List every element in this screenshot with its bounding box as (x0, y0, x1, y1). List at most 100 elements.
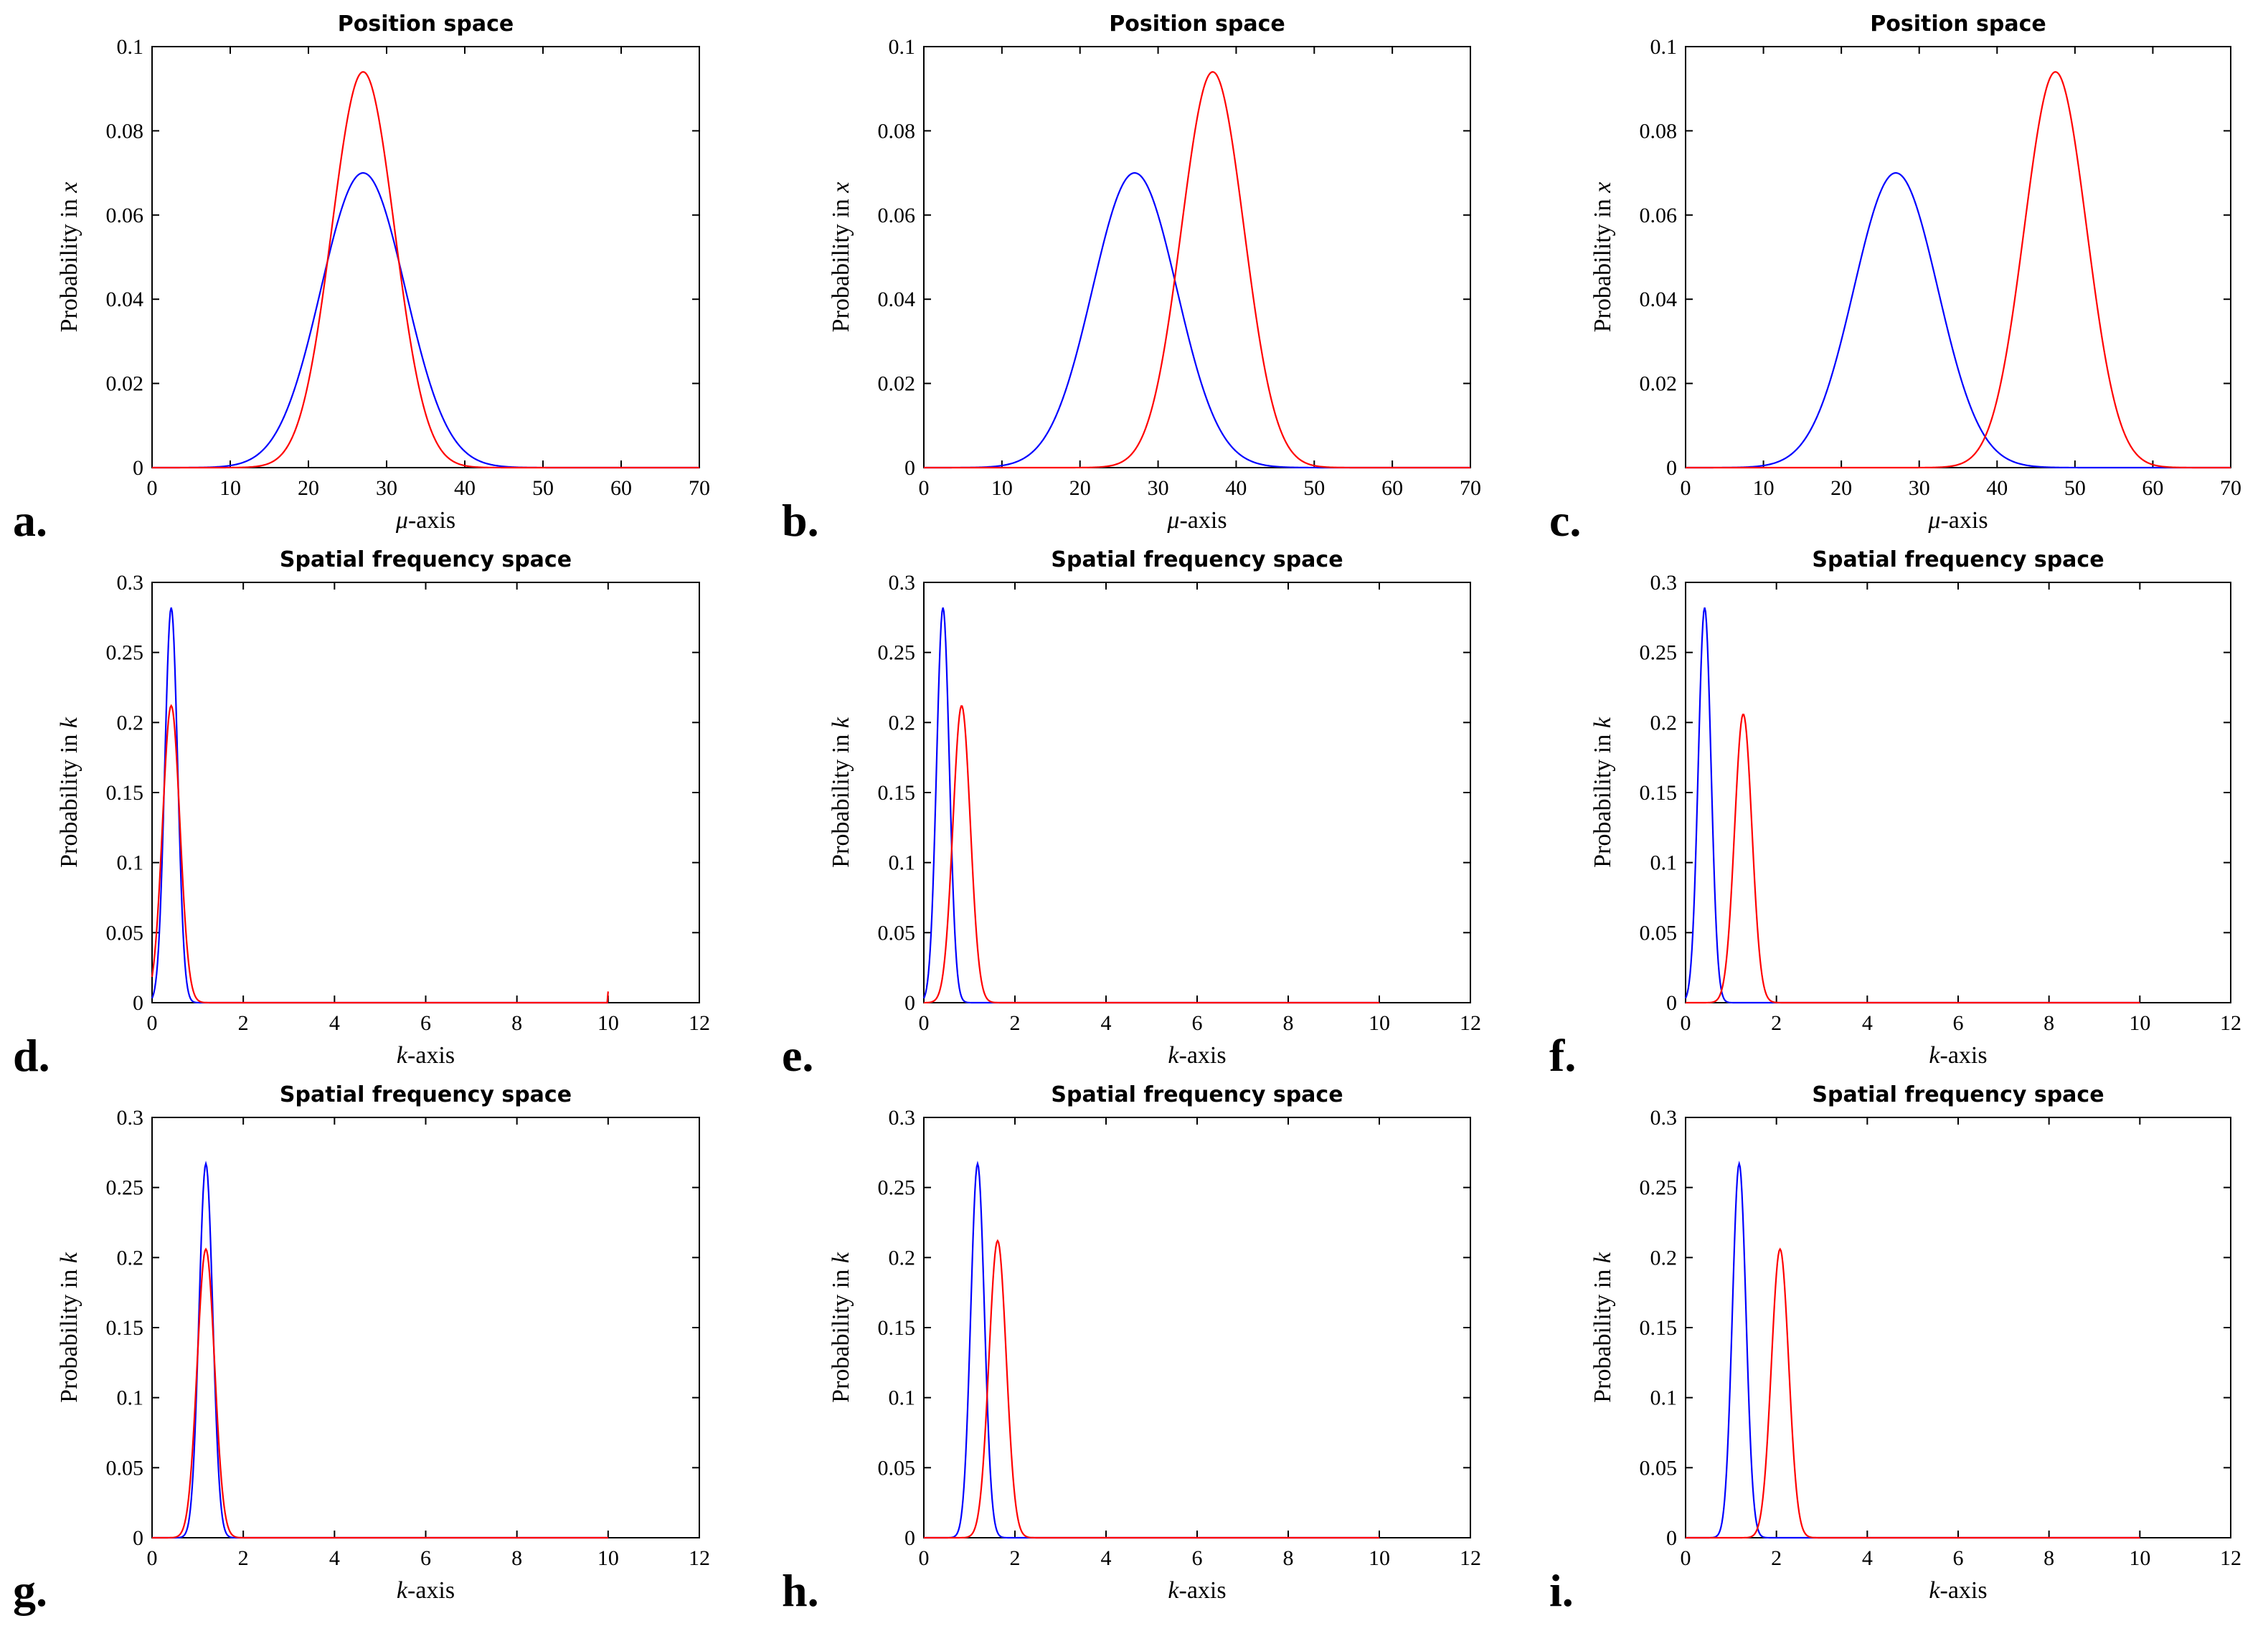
x-tick-label: 10 (597, 1546, 619, 1570)
y-tick-label: 0 (1666, 456, 1677, 480)
x-tick-label: 50 (1303, 476, 1325, 500)
y-tick-label: 0.2 (889, 711, 916, 734)
y-tick-label: 0.3 (1650, 1106, 1678, 1130)
x-tick-label: 8 (1283, 1546, 1294, 1570)
y-axis-label: Probability in k (56, 1252, 82, 1403)
x-tick-label: 4 (1862, 1011, 1873, 1035)
y-tick-label: 0.02 (106, 372, 144, 396)
y-axis-label-text: Probability in (828, 193, 854, 333)
chart-panel-c: Position space 0 10 20 30 40 50 60 70 0 0.02 0.04 0.… (1549, 11, 2241, 546)
x-tick-label: 70 (689, 476, 710, 500)
chart-title: Position space (1109, 11, 1285, 37)
x-axis-label-var: μ (395, 507, 408, 534)
x-tick-label: 70 (2220, 476, 2241, 500)
x-axis-label-text: -axis (1179, 1577, 1227, 1604)
x-tick-label: 60 (1381, 476, 1403, 500)
y-tick-label: 0 (904, 456, 915, 480)
x-tick-label: 60 (2142, 476, 2163, 500)
y-axis-label: Probability in x (1589, 182, 1616, 333)
y-tick-label: 0.25 (1640, 641, 1678, 665)
x-tick-label: 30 (376, 476, 397, 500)
series-line-blue (152, 171, 699, 469)
x-tick-label: 12 (2220, 1546, 2241, 1570)
plot-area (1685, 46, 2231, 468)
panel-label: e. (782, 1030, 813, 1081)
y-tick-label: 0.02 (878, 372, 916, 396)
chart-panel-e: Spatial frequency space 0 2 4 6 8 10 12 0 0.05 0.1… (782, 547, 1481, 1081)
series-line-red (1686, 71, 2231, 469)
series-line-blue (1684, 607, 2140, 1004)
y-tick-label: 0 (133, 991, 143, 1015)
x-axis-label-var: μ (1927, 507, 1940, 534)
y-axis-label-text: Probability in (56, 193, 82, 333)
x-tick-label: 10 (219, 476, 241, 500)
y-tick-label: 0.05 (878, 921, 916, 945)
plot-area (151, 582, 700, 1003)
chart-title: Spatial frequency space (280, 547, 572, 572)
x-tick-label: 50 (532, 476, 554, 500)
y-axis-label: Probability in x (828, 182, 854, 333)
x-axis-label-text: -axis (1179, 1042, 1227, 1069)
y-tick-label: 0 (1666, 991, 1677, 1015)
panel-label: b. (782, 495, 819, 546)
panel-label: d. (13, 1030, 50, 1081)
y-tick-label: 0 (133, 456, 143, 480)
plot-area (151, 1117, 700, 1538)
y-tick-label: 0.2 (1650, 711, 1678, 734)
y-tick-label: 0.1 (117, 35, 144, 59)
y-tick-label: 0.1 (1650, 1386, 1678, 1410)
x-axis-label: k-axis (397, 1577, 455, 1604)
x-tick-label: 10 (991, 476, 1013, 500)
x-tick-label: 0 (1681, 476, 1691, 500)
y-tick-label: 0.1 (889, 1386, 916, 1410)
chart-title: Spatial frequency space (1051, 1082, 1343, 1107)
x-tick-label: 8 (511, 1011, 522, 1035)
y-tick-label: 0.25 (878, 641, 916, 665)
y-axis-label-text: Probability in (828, 1263, 854, 1403)
panel-label: g. (13, 1565, 47, 1616)
x-tick-label: 50 (2064, 476, 2086, 500)
series-line-red (152, 71, 699, 469)
y-tick-label: 0 (1666, 1526, 1677, 1550)
x-tick-label: 4 (329, 1011, 340, 1035)
y-tick-label: 0.2 (1650, 1246, 1678, 1269)
chart-title: Spatial frequency space (1812, 547, 2104, 572)
plot-area (151, 46, 700, 468)
x-tick-label: 8 (2043, 1011, 2054, 1035)
x-tick-label: 10 (1369, 1546, 1390, 1570)
y-tick-label: 0.04 (1640, 288, 1678, 311)
y-axis-label-var: x (56, 182, 82, 194)
chart-panel-g: Spatial frequency space 0 2 4 6 8 10 12 0 0.05 0.1… (13, 1082, 710, 1616)
y-tick-label: 0.15 (1640, 1316, 1678, 1340)
y-tick-label: 0.05 (106, 1456, 144, 1480)
x-tick-label: 2 (1010, 1011, 1021, 1035)
y-axis-label: Probability in k (828, 717, 854, 868)
chart-title: Spatial frequency space (1051, 547, 1343, 572)
y-axis-label-var: k (828, 1252, 854, 1263)
chart-panel-h: Spatial frequency space 0 2 4 6 8 10 12 0 0.05 0.1… (782, 1082, 1481, 1616)
chart-title: Spatial frequency space (1812, 1082, 2104, 1107)
y-tick-label: 0.2 (117, 1246, 144, 1269)
y-tick-label: 0.15 (106, 781, 144, 805)
y-axis-label-var: k (1589, 1252, 1616, 1263)
y-tick-label: 0.02 (1640, 372, 1678, 396)
y-tick-label: 0.3 (117, 571, 144, 595)
x-tick-label: 10 (597, 1011, 619, 1035)
x-tick-label: 40 (454, 476, 476, 500)
y-tick-label: 0.05 (106, 921, 144, 945)
x-axis-label-var: k (1168, 1577, 1179, 1604)
series-line-red (1686, 1247, 2140, 1539)
y-tick-label: 0.05 (1640, 1456, 1678, 1480)
panel-label: h. (782, 1565, 819, 1616)
x-axis-label: μ-axis (1927, 507, 1988, 534)
x-tick-label: 2 (1010, 1546, 1021, 1570)
plot-area (923, 582, 1471, 1003)
x-tick-label: 2 (238, 1546, 249, 1570)
y-axis-label-text: Probability in (56, 1263, 82, 1403)
x-tick-label: 0 (147, 1011, 158, 1035)
y-axis-label-text: Probability in (828, 728, 854, 868)
x-tick-label: 60 (610, 476, 632, 500)
x-tick-label: 2 (1771, 1546, 1782, 1570)
y-tick-label: 0 (904, 1526, 915, 1550)
y-axis-label-var: x (828, 182, 854, 194)
